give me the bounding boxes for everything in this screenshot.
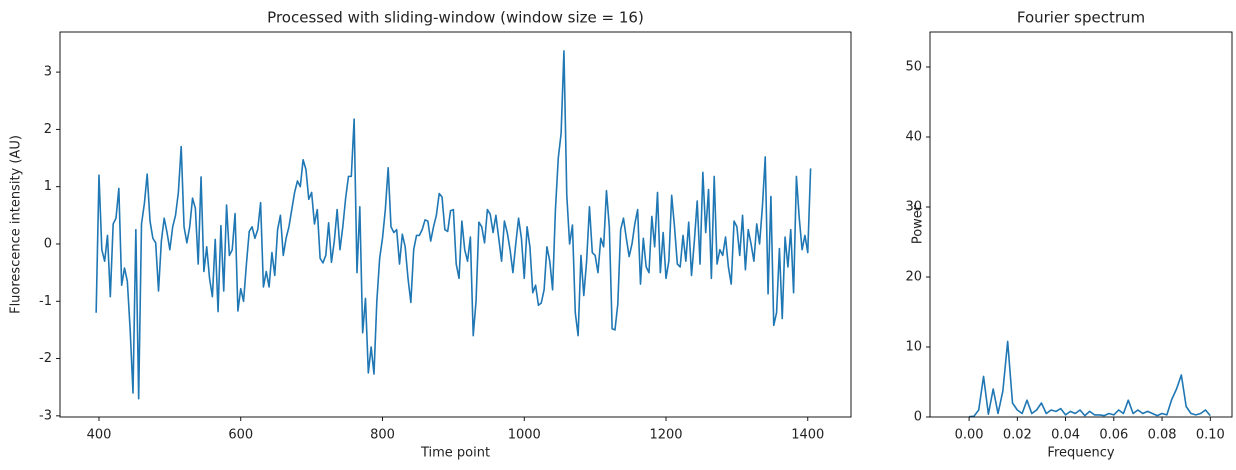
x-tick-label: 0.02 [1003, 428, 1032, 443]
x-tick-label: 0.04 [1051, 428, 1080, 443]
y-axis-label: Fluorescence intensity (AU) [9, 135, 24, 314]
x-tick-label: 1400 [791, 428, 824, 443]
x-tick-label: 1200 [649, 428, 682, 443]
x-axis-label: Frequency [1047, 446, 1114, 461]
y-tick-label: 50 [905, 60, 922, 75]
chart-title: Processed with sliding-window (window si… [267, 9, 644, 27]
y-tick-label: 3 [44, 65, 52, 80]
y-tick-label: -1 [39, 294, 52, 309]
x-tick-label: 1000 [508, 428, 541, 443]
data-line [95, 50, 812, 400]
y-tick-label: 1 [44, 179, 52, 194]
y-tick-label: 2 [44, 122, 52, 137]
y-axis-label: Power [911, 204, 926, 244]
axes-frame [929, 31, 1233, 418]
x-axis-label: Time point [420, 446, 490, 461]
y-tick-label: 0 [44, 236, 52, 251]
x-tick-label: 600 [228, 428, 253, 443]
x-tick-label: 0.10 [1196, 428, 1225, 443]
y-tick-label: 30 [905, 200, 922, 215]
x-tick-label: 0.00 [955, 428, 984, 443]
y-tick-label: 10 [905, 340, 922, 355]
y-tick-label: -2 [39, 351, 52, 366]
data-line [969, 340, 1211, 418]
chart-title: Fourier spectrum [1017, 9, 1145, 27]
y-tick-label: 0 [914, 410, 922, 425]
axes-frame [59, 31, 852, 418]
x-tick-label: 0.08 [1148, 428, 1177, 443]
y-tick-label: 20 [905, 270, 922, 285]
x-tick-label: 0.06 [1099, 428, 1128, 443]
y-tick-label: -3 [39, 408, 52, 423]
x-tick-label: 400 [87, 428, 112, 443]
x-tick-label: 800 [370, 428, 395, 443]
y-tick-label: 40 [905, 130, 922, 145]
